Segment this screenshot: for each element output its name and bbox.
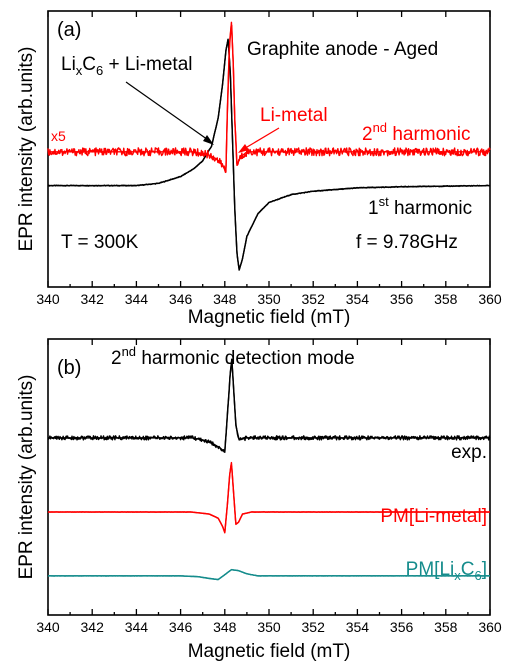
arrow-lixc6-shaft: [125, 81, 212, 143]
annotation-limetal: Li-metal: [260, 105, 328, 126]
panel-b-x-tick-label-352: 352: [302, 619, 326, 635]
panel-a-x-tick-label-358: 358: [434, 291, 458, 307]
arrow-lixc6-head: [203, 135, 214, 145]
panel-b-x-tick-label-354: 354: [346, 619, 370, 635]
panel-b-x-ticks: 340 342 344 346 348 350 352 354 356 358 360: [36, 339, 502, 635]
annotation-frequency: f = 9.78GHz: [356, 232, 458, 253]
panel-a-x-tick-label-352: 352: [302, 291, 326, 307]
panel-b-series-pm-lixc6-peak: [48, 568, 490, 581]
annotation-temperature: T = 300K: [61, 232, 139, 253]
panel-b-title: 2nd harmonic detection mode: [111, 344, 355, 369]
panel-b-x-tick-label-344: 344: [125, 619, 149, 635]
panel-a-x-tick-label-342: 342: [81, 291, 105, 307]
panel-a-x-tick-label-346: 346: [169, 291, 193, 307]
panel-b-x-tick-label-340: 340: [36, 619, 60, 635]
panel-a-x-tick-label-348: 348: [213, 291, 237, 307]
panel-b-x-tick-label-358: 358: [434, 619, 458, 635]
panel-a-label: (a): [57, 19, 81, 41]
panel-a-title: Graphite anode - Aged: [247, 39, 438, 60]
panel-a-x-tick-label-344: 344: [125, 291, 149, 307]
arrow-limetal-shaft: [241, 127, 280, 151]
panel-a-x-tick-label-340: 340: [36, 291, 60, 307]
panel-b-y-axis-label: EPR intensity (arb.units): [16, 375, 37, 580]
panel-b-x-tick-label-350: 350: [257, 619, 281, 635]
panel-b-label: (b): [57, 357, 81, 379]
legend-first-harmonic: 1st harmonic: [368, 194, 472, 219]
panel-a-traces: [47, 21, 491, 271]
panel-b-x-tick-label-348: 348: [213, 619, 237, 635]
panel-a-series-1st-harmonic-peak: [48, 38, 491, 271]
panel-b-series-pm-li-metal-peak: [48, 461, 490, 534]
panel-b-x-tick-label-360: 360: [478, 619, 502, 635]
panel-a: 340 342 344 346 348 350 352 354 356 358 360 (a) Gr…: [16, 10, 502, 328]
panel-a-x-tick-label-350: 350: [257, 291, 281, 307]
panel-a-x-ticks: 340 342 344 346 348 350 352 354 356 358 360: [36, 11, 502, 307]
annotation-lixc6-limetal: LixC6 + Li-metal: [61, 54, 193, 78]
panel-a-x-tick-label-356: 356: [390, 291, 414, 307]
panel-b: 340 342 344 346 348 350 352 354 356 358 360 (b) 2n…: [16, 338, 502, 662]
panel-b-x-axis-label: Magnetic field (mT): [188, 641, 351, 662]
panel-b-traces: [47, 358, 491, 581]
panel-a-y-axis-label: EPR intensity (arb.units): [16, 47, 37, 252]
panel-a-x-axis-label: Magnetic field (mT): [188, 307, 351, 328]
panel-b-x-tick-label-346: 346: [169, 619, 193, 635]
panel-a-x-tick-label-354: 354: [346, 291, 370, 307]
panel-a-series-2nd-harmonic-peak: [48, 21, 490, 173]
panel-b-x-tick-label-356: 356: [390, 619, 414, 635]
annotation-scale-x5: x5: [51, 128, 66, 144]
legend-pm-lixc6: PM[LixC6]: [406, 559, 487, 583]
arrow-limetal-head: [238, 144, 249, 153]
legend-pm-limetal: PM[Li-metal]: [380, 506, 487, 527]
legend-second-harmonic: 2nd harmonic: [362, 120, 470, 145]
panel-b-x-tick-label-342: 342: [81, 619, 105, 635]
panel-b-series-exp-peak: [48, 358, 490, 453]
legend-exp: exp.: [451, 442, 487, 463]
panel-a-x-tick-label-360: 360: [478, 291, 502, 307]
